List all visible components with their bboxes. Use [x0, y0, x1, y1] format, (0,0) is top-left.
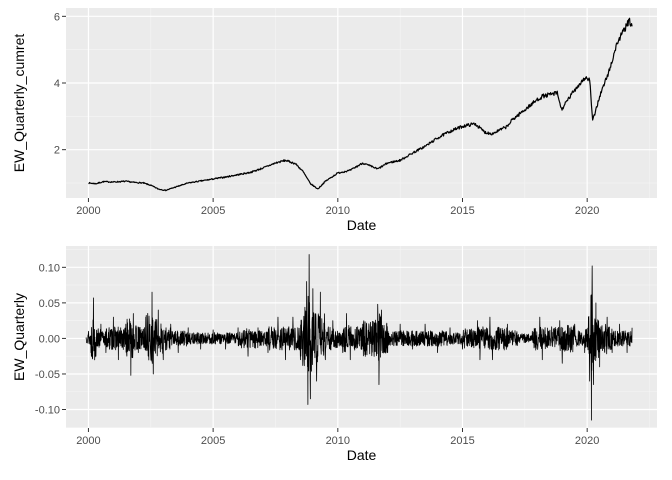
x-tick-label: 2000: [76, 435, 100, 447]
y-tick-label: -0.10: [35, 405, 60, 417]
x-tick-label: 2015: [450, 205, 474, 217]
x-tick-label: 2005: [201, 435, 225, 447]
y-tick-label: 0.05: [39, 298, 60, 310]
x-axis-title: Date: [347, 217, 377, 233]
x-tick-label: 2020: [575, 435, 599, 447]
y-tick-label: -0.05: [35, 369, 60, 381]
x-tick-label: 2010: [326, 435, 350, 447]
x-tick-label: 2010: [326, 205, 350, 217]
series-line: [88, 17, 633, 192]
y-tick-label: 4: [54, 78, 60, 90]
y-tick-label: 0.00: [39, 333, 60, 345]
chart-quarterly-return: 2000 2005 2010 2015 2020 -0.10 -0.05 0.00 0.05 0.…: [11, 246, 657, 463]
x-tick-label: 2020: [575, 205, 599, 217]
y-tick-label: 6: [54, 11, 60, 23]
x-tick-label: 2005: [201, 205, 225, 217]
chart-cumulative-return: 2000 2005 2010 2015 2020 2 4 6 Date EW_Quarterly_…: [11, 8, 657, 233]
x-tick-label: 2015: [450, 435, 474, 447]
x-tick-label: 2000: [76, 205, 100, 217]
y-axis-title: EW_Quarterly: [11, 293, 27, 381]
y-tick-label: 0.10: [39, 262, 60, 274]
plot-panel: [66, 8, 657, 198]
y-axis-title: EW_Quarterly_cumret: [11, 34, 27, 173]
series-line: [85, 254, 633, 421]
y-tick-label: 2: [54, 145, 60, 157]
x-axis-title: Date: [347, 447, 377, 463]
